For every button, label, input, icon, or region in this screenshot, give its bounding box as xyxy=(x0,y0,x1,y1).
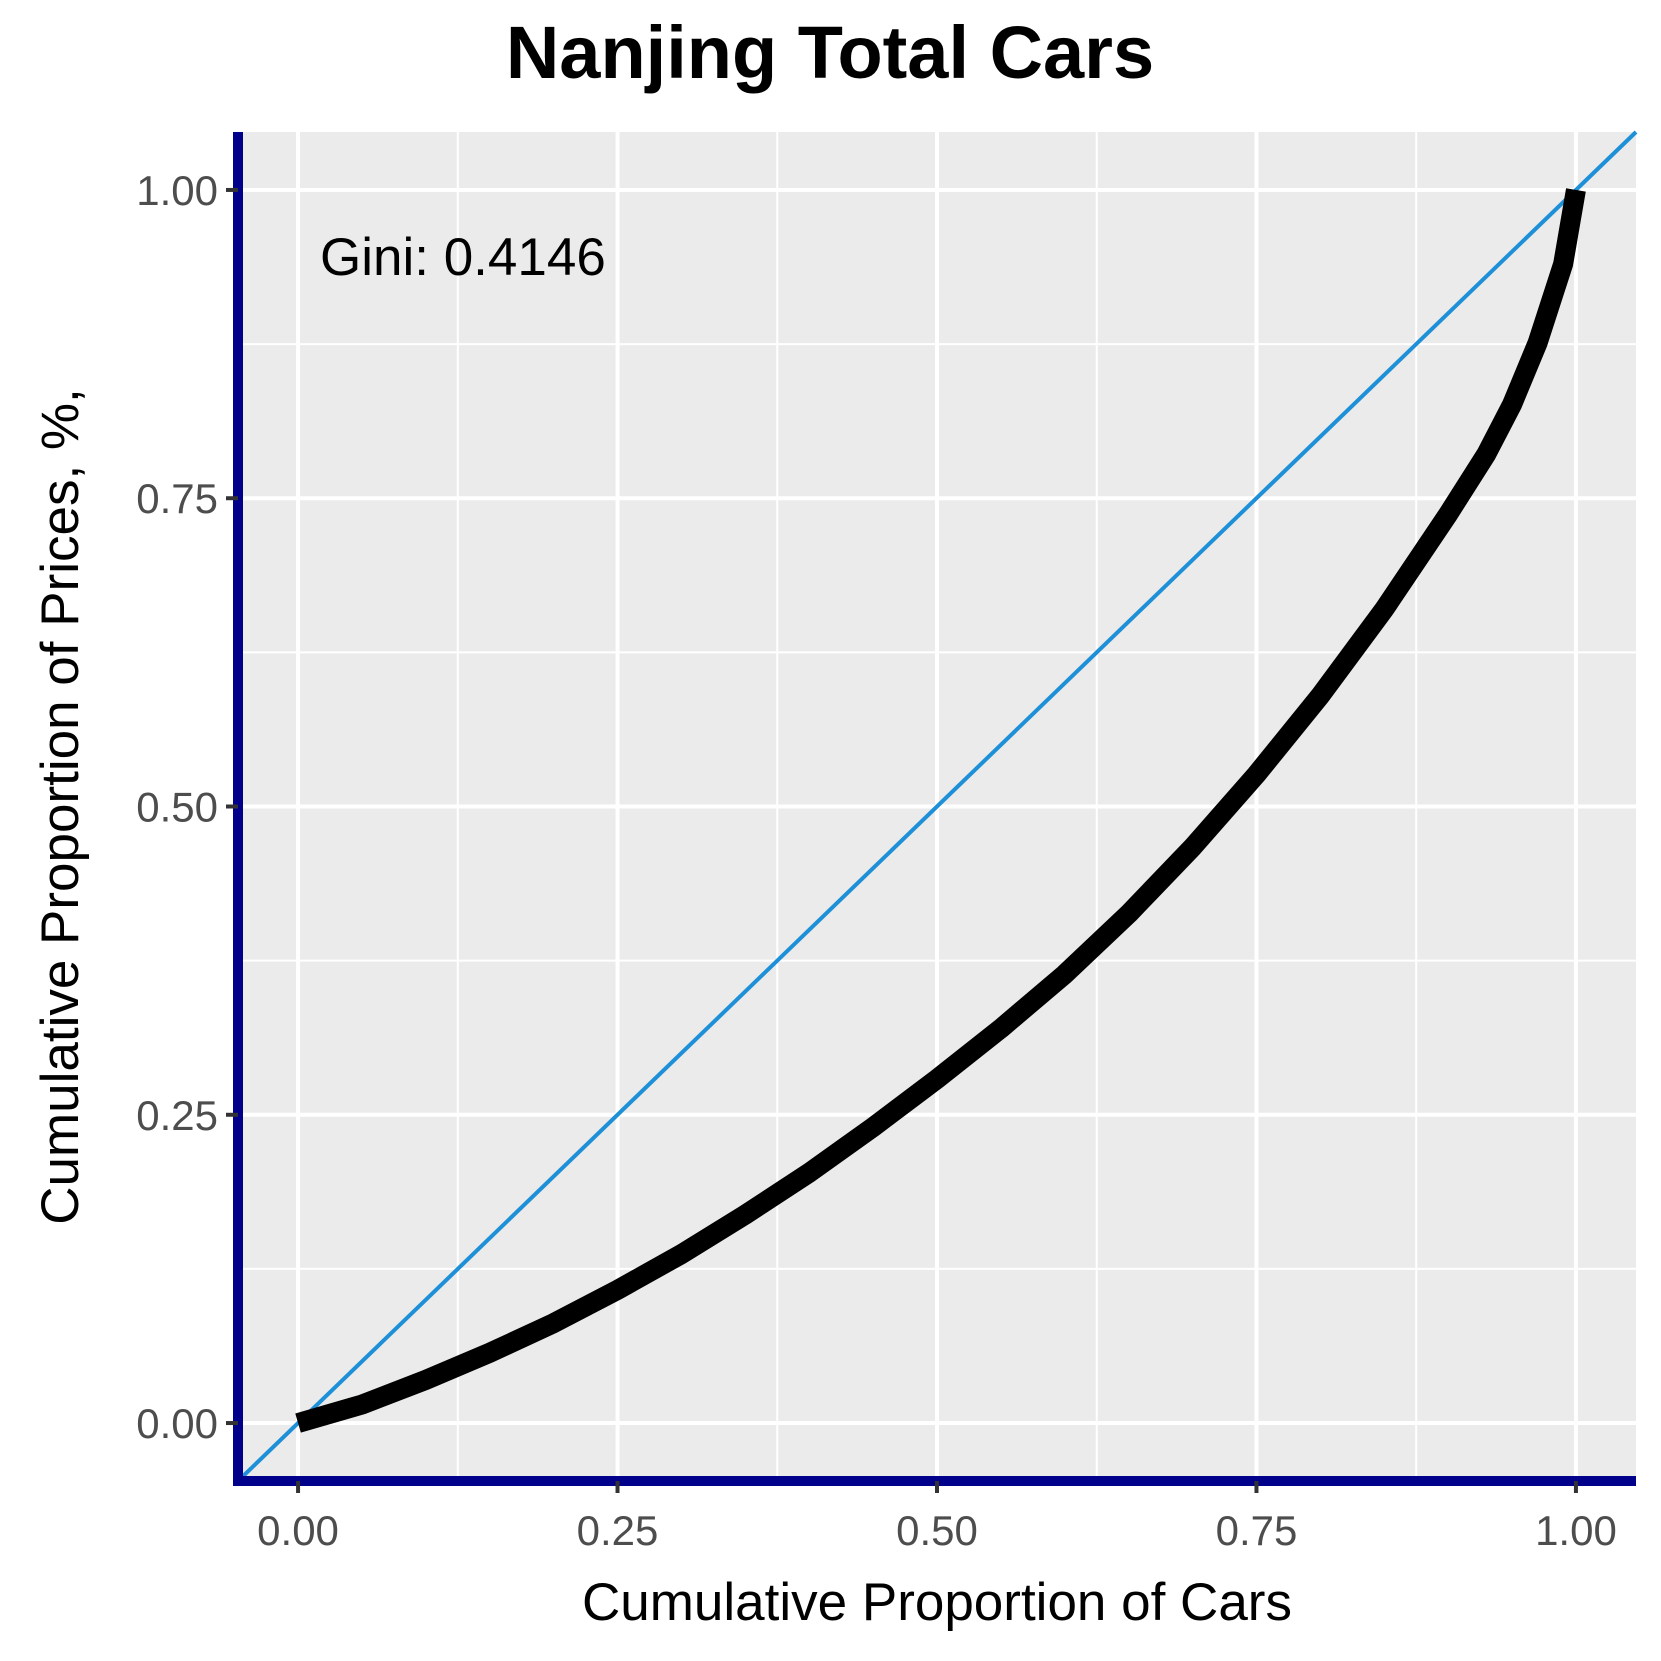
y-tick-label: 1.00 xyxy=(136,167,218,214)
x-tick-label: 0.25 xyxy=(577,1507,659,1554)
x-tick-label: 0.75 xyxy=(1216,1507,1298,1554)
x-axis-ticks: 0.00 0.25 0.50 0.75 1.00 xyxy=(257,1481,1617,1554)
y-tick-label: 0.50 xyxy=(136,784,218,831)
lorenz-curve xyxy=(295,188,1586,1433)
x-tick-label: 0.00 xyxy=(257,1507,339,1554)
equality-line xyxy=(236,130,1638,1483)
y-axis-title: Cumulative Proportion of Prices, %, xyxy=(31,388,90,1225)
y-tick-label: 0.25 xyxy=(136,1092,218,1139)
chart-title: Nanjing Total Cars xyxy=(506,11,1154,94)
y-tick-label: 0.00 xyxy=(136,1400,218,1447)
y-tick-label: 0.75 xyxy=(136,475,218,522)
x-tick-label: 1.00 xyxy=(1535,1507,1617,1554)
gini-annotation: Gini: 0.4146 xyxy=(320,228,606,287)
x-axis-title: Cumulative Proportion of Cars xyxy=(582,1573,1292,1632)
y-axis-ticks: 0.00 0.25 0.50 0.75 1.00 xyxy=(136,167,238,1447)
x-tick-label: 0.50 xyxy=(896,1507,978,1554)
series-lines xyxy=(236,130,1638,1483)
